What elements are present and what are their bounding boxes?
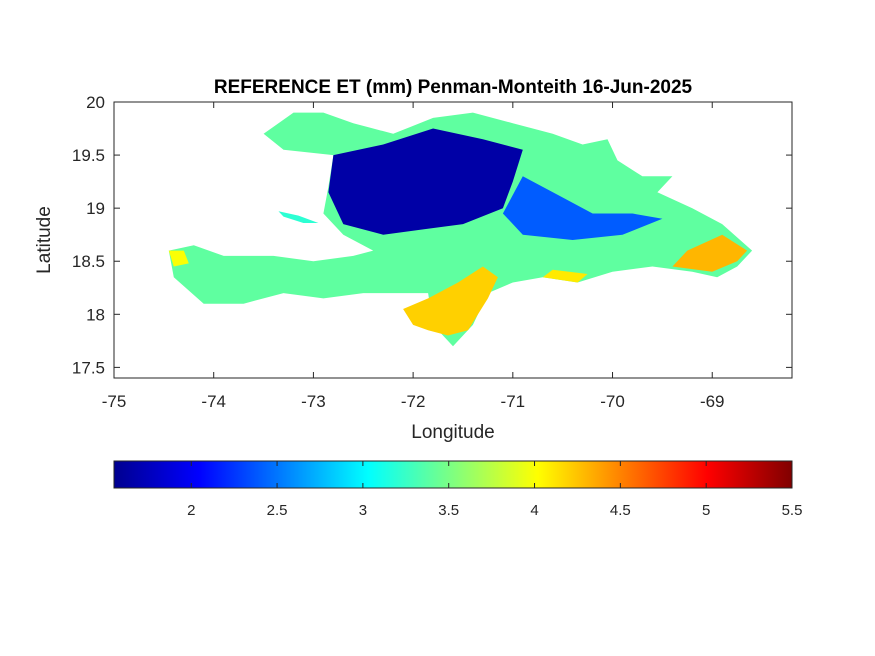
x-tick-label: -71: [501, 392, 526, 411]
colorbar-ticks: 2 2.5 3 3.5 4 4.5 5 5.5: [187, 461, 802, 519]
colorbar-tick-label: 4: [530, 502, 538, 519]
map-region-2: [328, 128, 523, 235]
y-axis: 17.5 18 18.5 19 19.5 20: [72, 93, 792, 377]
x-axis: -75 -74 -73 -72 -71 -70 -69: [102, 102, 725, 411]
colorbar-tick-label: 3: [359, 502, 367, 519]
x-tick-label: -70: [600, 392, 625, 411]
map-region-4: [403, 266, 498, 336]
colorbar-tick-label: 3.5: [438, 502, 459, 519]
colorbar-tick-label: 2.5: [267, 502, 288, 519]
x-tick-label: -72: [401, 392, 426, 411]
map-region-3: [502, 176, 663, 240]
y-tick-label: 17.5: [72, 358, 105, 377]
x-tick-label: -75: [102, 392, 127, 411]
colorbar-tick-label: 2: [187, 502, 195, 519]
x-tick-label: -73: [301, 392, 326, 411]
map-region-5: [672, 234, 748, 272]
colorbar-tick-label: 4.5: [610, 502, 631, 519]
colorbar: [113, 460, 793, 489]
y-axis-label: Latitude: [34, 206, 55, 274]
map-region-7: [168, 250, 189, 267]
map-region-0: [168, 112, 753, 347]
map-layer: [168, 112, 753, 347]
colorbar-tick-label: 5.5: [782, 502, 803, 519]
x-axis-label: Longitude: [411, 422, 494, 443]
x-tick-label: -69: [700, 392, 725, 411]
y-tick-label: 19.5: [72, 146, 105, 165]
chart-title: REFERENCE ET (mm) Penman-Monteith 16-Jun…: [214, 77, 693, 98]
y-tick-label: 19: [86, 199, 105, 218]
y-tick-label: 20: [86, 93, 105, 112]
map-region-6: [542, 269, 588, 283]
y-tick-label: 18.5: [72, 252, 105, 271]
y-tick-label: 18: [86, 305, 105, 324]
colorbar-tick-label: 5: [702, 502, 710, 519]
x-tick-label: -74: [201, 392, 226, 411]
plot-frame: [113, 101, 793, 379]
map-region-1: [278, 211, 319, 223]
